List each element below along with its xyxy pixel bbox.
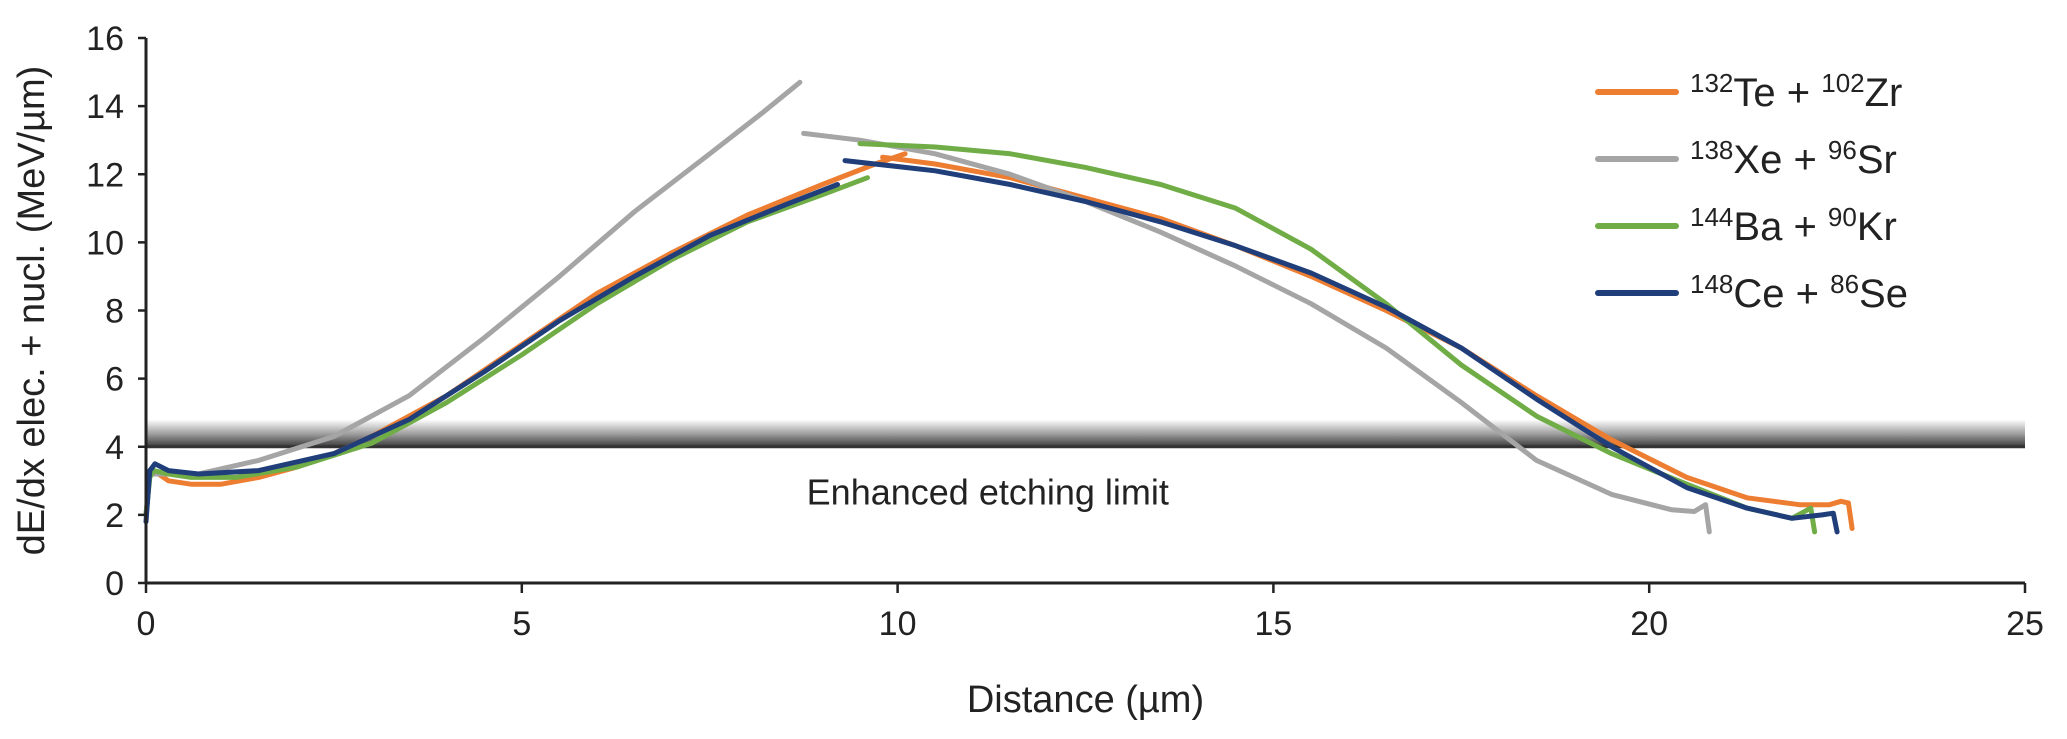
x-tick-label: 5 — [512, 605, 531, 643]
legend: 132Te + 102Zr 138Xe + 96Sr 144Ba + 90Kr 148… — [1595, 68, 1908, 316]
legend-mass-number: 138 — [1690, 135, 1733, 165]
etching-limit-band: Enhanced etching limit — [146, 419, 2025, 513]
y-axis-title: dE/dx elec. + nucl. (MeV/µm) — [11, 66, 53, 556]
legend-element: + — [1776, 71, 1822, 115]
legend-mass-number: 148 — [1690, 269, 1733, 299]
y-tick-label: 12 — [86, 156, 124, 194]
legend-mass-number: 144 — [1690, 202, 1733, 232]
x-tick-label: 0 — [137, 605, 156, 643]
x-tick-label: 25 — [2006, 605, 2044, 643]
x-axis-title: Distance (µm) — [967, 679, 1204, 721]
y-tick-label: 4 — [105, 429, 124, 467]
y-tick-label: 10 — [86, 224, 124, 262]
series-4 — [143, 158, 1840, 535]
legend-element: + — [1785, 272, 1831, 316]
legend-mass-number: 132 — [1690, 68, 1733, 98]
series-line-segment — [842, 158, 1840, 535]
etching-limit-band-rect — [146, 419, 2025, 447]
legend-element: Ce — [1733, 272, 1784, 316]
legend-item: 138Xe + 96Sr — [1595, 135, 1897, 182]
x-axis-ticks: 0 5 10 15 20 25 — [137, 583, 2044, 643]
legend-element: Xe — [1733, 138, 1782, 182]
y-tick-label: 14 — [86, 88, 124, 126]
series-line-segment — [801, 130, 1712, 535]
legend-label: 144Ba + 90Kr — [1690, 202, 1897, 249]
legend-element: Sr — [1857, 138, 1897, 182]
legend-mass-number: 86 — [1830, 269, 1859, 299]
series-lines — [143, 79, 1855, 535]
legend-element: Se — [1859, 272, 1908, 316]
legend-mass-number: 96 — [1828, 135, 1857, 165]
legend-item: 132Te + 102Zr — [1595, 68, 1902, 115]
etching-limit-label: Enhanced etching limit — [807, 472, 1169, 513]
legend-label: 138Xe + 96Sr — [1690, 135, 1897, 182]
series-2 — [143, 79, 1712, 535]
legend-element: Ba — [1733, 205, 1783, 249]
y-tick-label: 6 — [105, 361, 124, 399]
axes: 0 5 10 15 20 25 0 2 4 6 8 10 12 14 16 — [86, 20, 2044, 643]
legend-element: Kr — [1857, 205, 1897, 249]
y-tick-label: 0 — [105, 565, 124, 603]
legend-item: 148Ce + 86Se — [1595, 269, 1908, 316]
x-tick-label: 20 — [1630, 605, 1668, 643]
series-line-segment — [143, 175, 870, 518]
legend-label: 148Ce + 86Se — [1690, 269, 1908, 316]
legend-mass-number: 90 — [1828, 202, 1857, 232]
legend-element: Te — [1733, 71, 1775, 115]
legend-label: 132Te + 102Zr — [1690, 68, 1902, 115]
legend-element: + — [1782, 138, 1828, 182]
y-axis-ticks: 0 2 4 6 8 10 12 14 16 — [86, 20, 146, 603]
legend-mass-number: 102 — [1821, 68, 1864, 98]
series-line-segment — [143, 79, 803, 518]
legend-element: + — [1782, 205, 1828, 249]
legend-element: Zr — [1865, 71, 1903, 115]
x-tick-label: 15 — [1254, 605, 1292, 643]
y-tick-label: 2 — [105, 497, 124, 535]
y-tick-label: 16 — [86, 20, 124, 58]
series-line-segment — [143, 182, 840, 525]
y-tick-label: 8 — [105, 293, 124, 331]
legend-item: 144Ba + 90Kr — [1595, 202, 1897, 249]
x-tick-label: 10 — [879, 605, 917, 643]
